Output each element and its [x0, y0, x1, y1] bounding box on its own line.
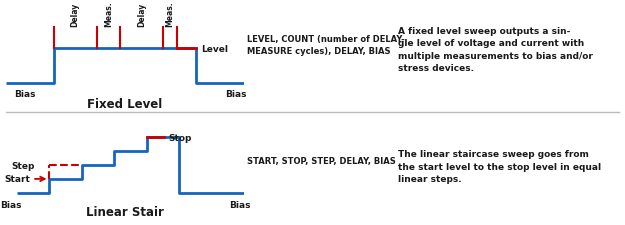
Text: Delay: Delay: [137, 3, 146, 27]
Text: Bias: Bias: [225, 90, 246, 98]
Text: LEVEL, COUNT (number of DELAY-
MEASURE cycles), DELAY, BIAS: LEVEL, COUNT (number of DELAY- MEASURE c…: [247, 35, 404, 56]
Text: Fixed Level: Fixed Level: [88, 98, 162, 111]
Text: Linear Stair: Linear Stair: [86, 205, 164, 218]
Text: START, STOP, STEP, DELAY, BIAS: START, STOP, STEP, DELAY, BIAS: [247, 156, 396, 165]
Text: The linear staircase sweep goes from
the start level to the stop level in equal
: The linear staircase sweep goes from the…: [398, 150, 601, 184]
Text: Bias: Bias: [229, 200, 250, 209]
Text: Delay: Delay: [71, 3, 79, 27]
Text: Meas.: Meas.: [166, 1, 174, 27]
Text: Start: Start: [4, 175, 30, 184]
Text: Meas.: Meas.: [104, 1, 113, 27]
Text: Bias: Bias: [14, 90, 36, 98]
Text: Stop: Stop: [168, 133, 191, 142]
Text: Step: Step: [11, 161, 34, 170]
Text: A fixed level sweep outputs a sin-
gle level of voltage and current with
multipl: A fixed level sweep outputs a sin- gle l…: [398, 27, 593, 73]
Text: Level: Level: [201, 45, 228, 54]
Text: Bias: Bias: [0, 200, 21, 209]
